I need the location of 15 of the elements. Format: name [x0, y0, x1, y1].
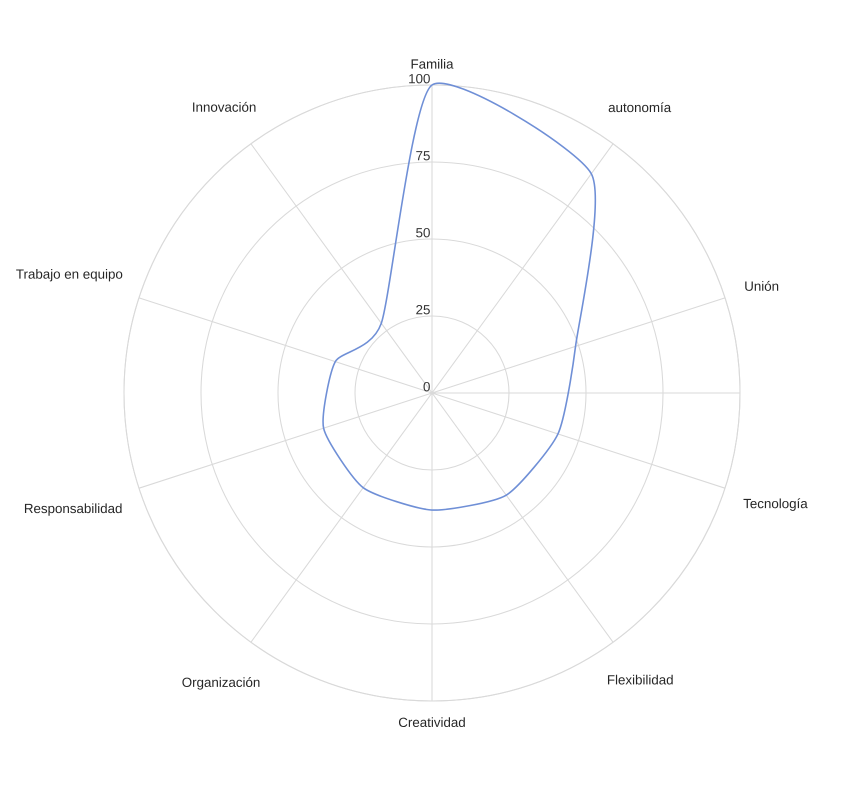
spoke-label: autonomía: [608, 102, 672, 112]
y-tick-label: 25: [416, 304, 430, 314]
spoke-label: Innovación: [193, 102, 256, 112]
spoke-label: Trabajo en equipo: [16, 268, 122, 282]
spoke-label: Organización: [182, 677, 260, 690]
y-tick-label: 0: [424, 382, 430, 392]
spoke-label: Flexibilidad: [608, 674, 673, 685]
spoke-label: Responsabilidad: [24, 503, 122, 516]
spoke-label: Unión: [745, 280, 778, 291]
y-tick-label: 75: [416, 151, 430, 160]
y-tick-label: 100: [409, 74, 430, 84]
spoke-label: Familia: [412, 58, 454, 69]
spoke-label: Creatividad: [398, 717, 465, 728]
spoke-label: Tecnología: [743, 498, 808, 511]
y-tick-label: 50: [416, 228, 430, 238]
